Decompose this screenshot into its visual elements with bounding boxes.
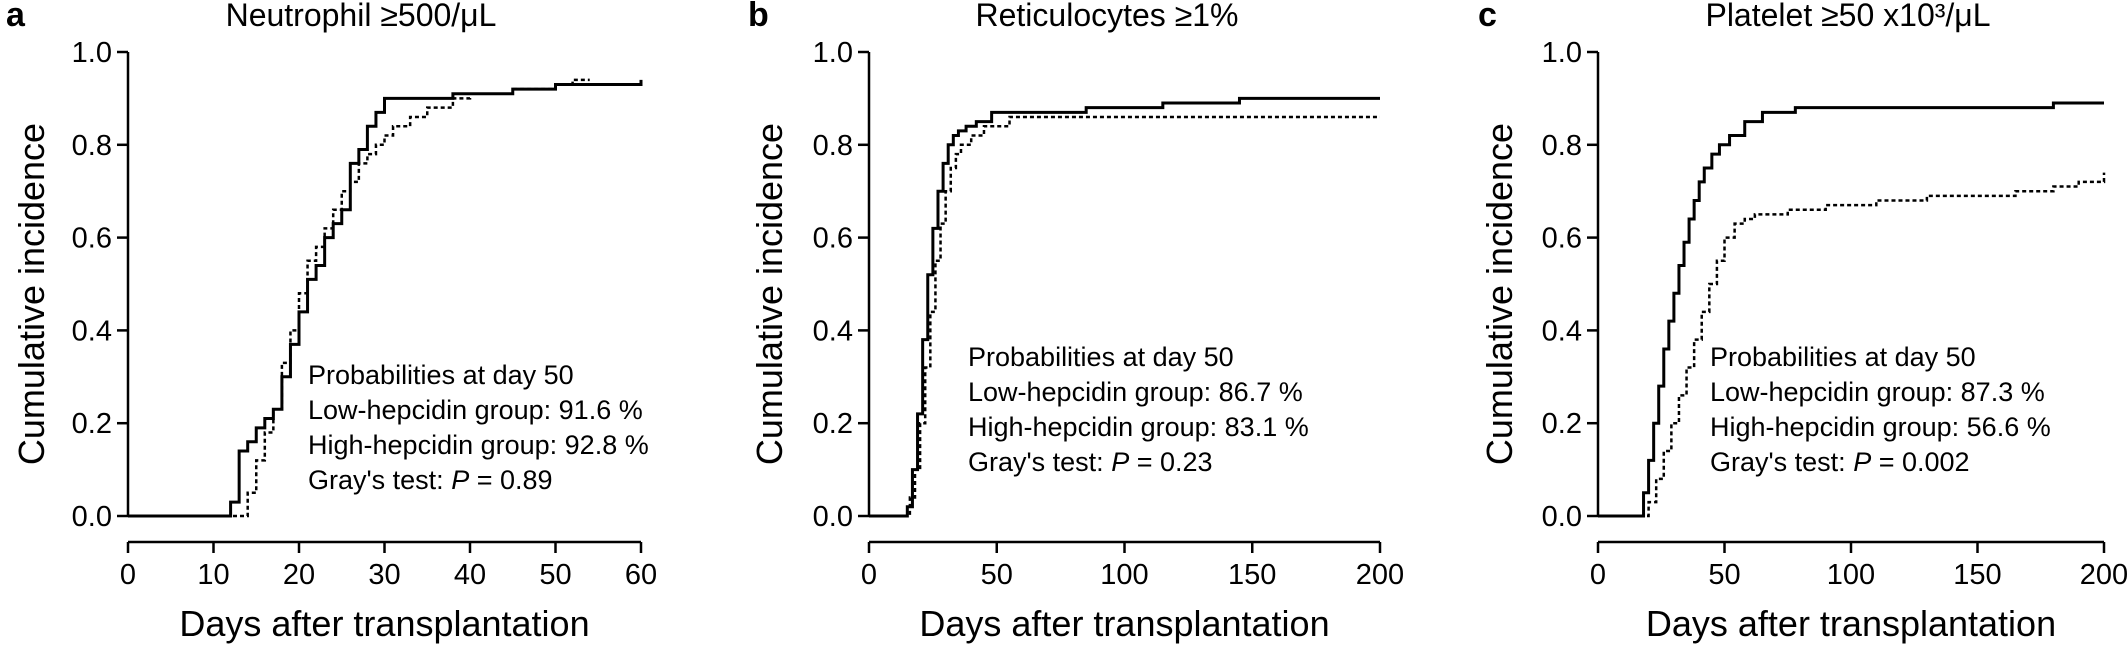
series-line-solid <box>869 96 1380 518</box>
x-tick-label: 60 <box>625 559 657 591</box>
x-tick-label: 150 <box>1953 559 2001 591</box>
annotation-test: Gray's test: P = 0.002 <box>1710 447 1970 477</box>
x-tick-label: 200 <box>1356 559 1404 591</box>
panel-title: Reticulocytes ≥1% <box>976 0 1239 33</box>
annotation-block: Probabilities at day 50 Low-hepcidin grou… <box>308 360 649 495</box>
y-tick-label: 0.4 <box>72 315 112 347</box>
y-tick-label: 0.2 <box>813 408 853 440</box>
y-tick-label: 0.0 <box>813 501 853 533</box>
y-tick-label: 0.0 <box>72 501 112 533</box>
y-tick-label: 0.6 <box>72 223 112 255</box>
x-tick-label: 10 <box>197 559 229 591</box>
y-tick-label: 0.2 <box>1542 408 1582 440</box>
series-line-solid <box>1598 101 2104 518</box>
x-tick-label: 100 <box>1827 559 1875 591</box>
y-tick-label: 0.6 <box>1542 223 1582 255</box>
x-axis-title: Days after transplantation <box>919 603 1329 644</box>
x-tick-label: 30 <box>368 559 400 591</box>
annotation-heading: Probabilities at day 50 <box>308 360 574 390</box>
series-line-dashed <box>1598 172 2106 518</box>
x-tick-label: 40 <box>454 559 486 591</box>
x-tick-label: 0 <box>120 559 136 591</box>
annotation-heading: Probabilities at day 50 <box>1710 342 1976 372</box>
panel-letter: b <box>748 0 769 34</box>
y-tick-label: 0.8 <box>813 130 853 162</box>
panel-title: Neutrophil ≥500/μL <box>226 0 497 33</box>
annotation-test: Gray's test: P = 0.23 <box>968 447 1213 477</box>
panel-b: b Reticulocytes ≥1% 0.0 0.2 0.4 0.6 0.8 1.0 0 50 1… <box>748 0 1404 644</box>
series-line-dashed <box>869 115 1380 518</box>
panel-c: c Platelet ≥50 x10³/μL 0.0 0.2 0.4 0.6 0.8 1.0 0… <box>1478 0 2128 644</box>
annotation-heading: Probabilities at day 50 <box>968 342 1234 372</box>
annotation-block: Probabilities at day 50 Low-hepcidin grou… <box>1710 342 2051 477</box>
x-tick-label: 0 <box>1590 559 1606 591</box>
x-tick-label: 100 <box>1100 559 1148 591</box>
panel-letter: c <box>1478 0 1497 34</box>
panel-letter: a <box>6 0 26 34</box>
y-tick-label: 0.8 <box>72 130 112 162</box>
y-tick-label: 1.0 <box>1542 37 1582 69</box>
panel-title: Platelet ≥50 x10³/μL <box>1705 0 1990 33</box>
annotation-low-group: Low-hepcidin group: 86.7 % <box>968 377 1303 407</box>
y-tick-label: 1.0 <box>72 37 112 69</box>
annotation-test: Gray's test: P = 0.89 <box>308 465 553 495</box>
x-tick-label: 0 <box>861 559 877 591</box>
x-tick-label: 50 <box>1708 559 1740 591</box>
x-tick-label: 200 <box>2080 559 2128 591</box>
panel-a: a Neutrophil ≥500/μL 0.0 0.2 0.4 0.6 0.8 1.0 0 10… <box>6 0 657 644</box>
x-axis-title: Days after transplantation <box>1646 603 2056 644</box>
x-tick-label: 50 <box>981 559 1013 591</box>
x-tick-label: 150 <box>1228 559 1276 591</box>
y-tick-label: 1.0 <box>813 37 853 69</box>
y-tick-label: 0.4 <box>813 315 853 347</box>
y-axis-title: Cumulative incidence <box>749 123 790 465</box>
y-tick-label: 0.4 <box>1542 315 1582 347</box>
annotation-low-group: Low-hepcidin group: 87.3 % <box>1710 377 2045 407</box>
y-axis-title: Cumulative incidence <box>11 123 52 465</box>
y-axis-title: Cumulative incidence <box>1479 123 1520 465</box>
annotation-block: Probabilities at day 50 Low-hepcidin grou… <box>968 342 1309 477</box>
annotation-low-group: Low-hepcidin group: 91.6 % <box>308 395 643 425</box>
y-tick-label: 0.8 <box>1542 130 1582 162</box>
x-tick-label: 50 <box>539 559 571 591</box>
y-tick-label: 0.6 <box>813 223 853 255</box>
y-tick-label: 0.0 <box>1542 501 1582 533</box>
annotation-high-group: High-hepcidin group: 92.8 % <box>308 430 649 460</box>
annotation-high-group: High-hepcidin group: 83.1 % <box>968 412 1309 442</box>
series-line-dashed <box>128 78 590 518</box>
series-line-solid <box>128 79 643 518</box>
y-tick-label: 0.2 <box>72 408 112 440</box>
x-axis-title: Days after transplantation <box>179 603 589 644</box>
annotation-high-group: High-hepcidin group: 56.6 % <box>1710 412 2051 442</box>
x-tick-label: 20 <box>283 559 315 591</box>
